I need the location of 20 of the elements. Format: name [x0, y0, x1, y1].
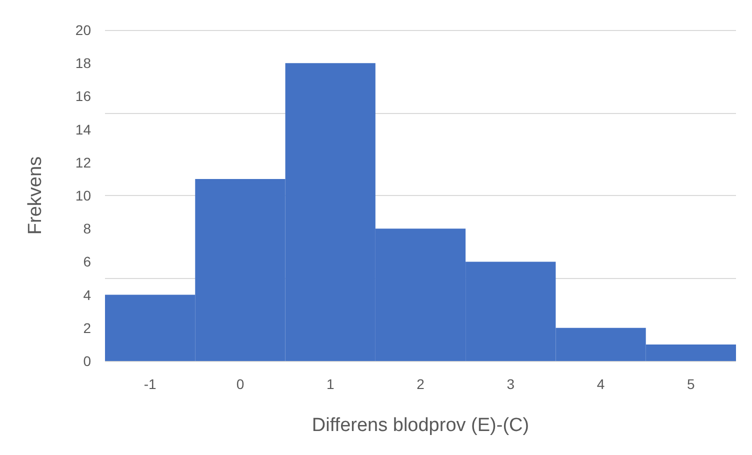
- x-axis-title: Differens blodprov (E)-(C): [312, 415, 530, 436]
- x-tick-label: 3: [506, 376, 515, 392]
- y-tick-label: 4: [83, 286, 92, 303]
- y-tick-label: 10: [75, 188, 92, 204]
- y-tick-label: 14: [75, 121, 92, 138]
- y-axis-title: Frekvens: [25, 156, 46, 235]
- x-tick-label: -1: [144, 376, 157, 392]
- y-tick-label: 8: [83, 220, 92, 237]
- y-tick-label: 16: [75, 88, 92, 104]
- x-tick-label: 2: [416, 376, 425, 392]
- y-tick-label: 6: [83, 254, 92, 270]
- y-tick-label: 2: [83, 320, 92, 336]
- y-tick-label: 18: [75, 55, 92, 72]
- x-tick-label: 5: [687, 376, 696, 392]
- y-tick-label: 0: [83, 353, 92, 369]
- y-tick-label: 12: [75, 154, 92, 170]
- x-tick-label: 4: [596, 376, 605, 392]
- x-tick-label: 1: [326, 376, 334, 392]
- x-tick-label: 0: [236, 376, 244, 392]
- y-tick-label: 20: [75, 22, 92, 38]
